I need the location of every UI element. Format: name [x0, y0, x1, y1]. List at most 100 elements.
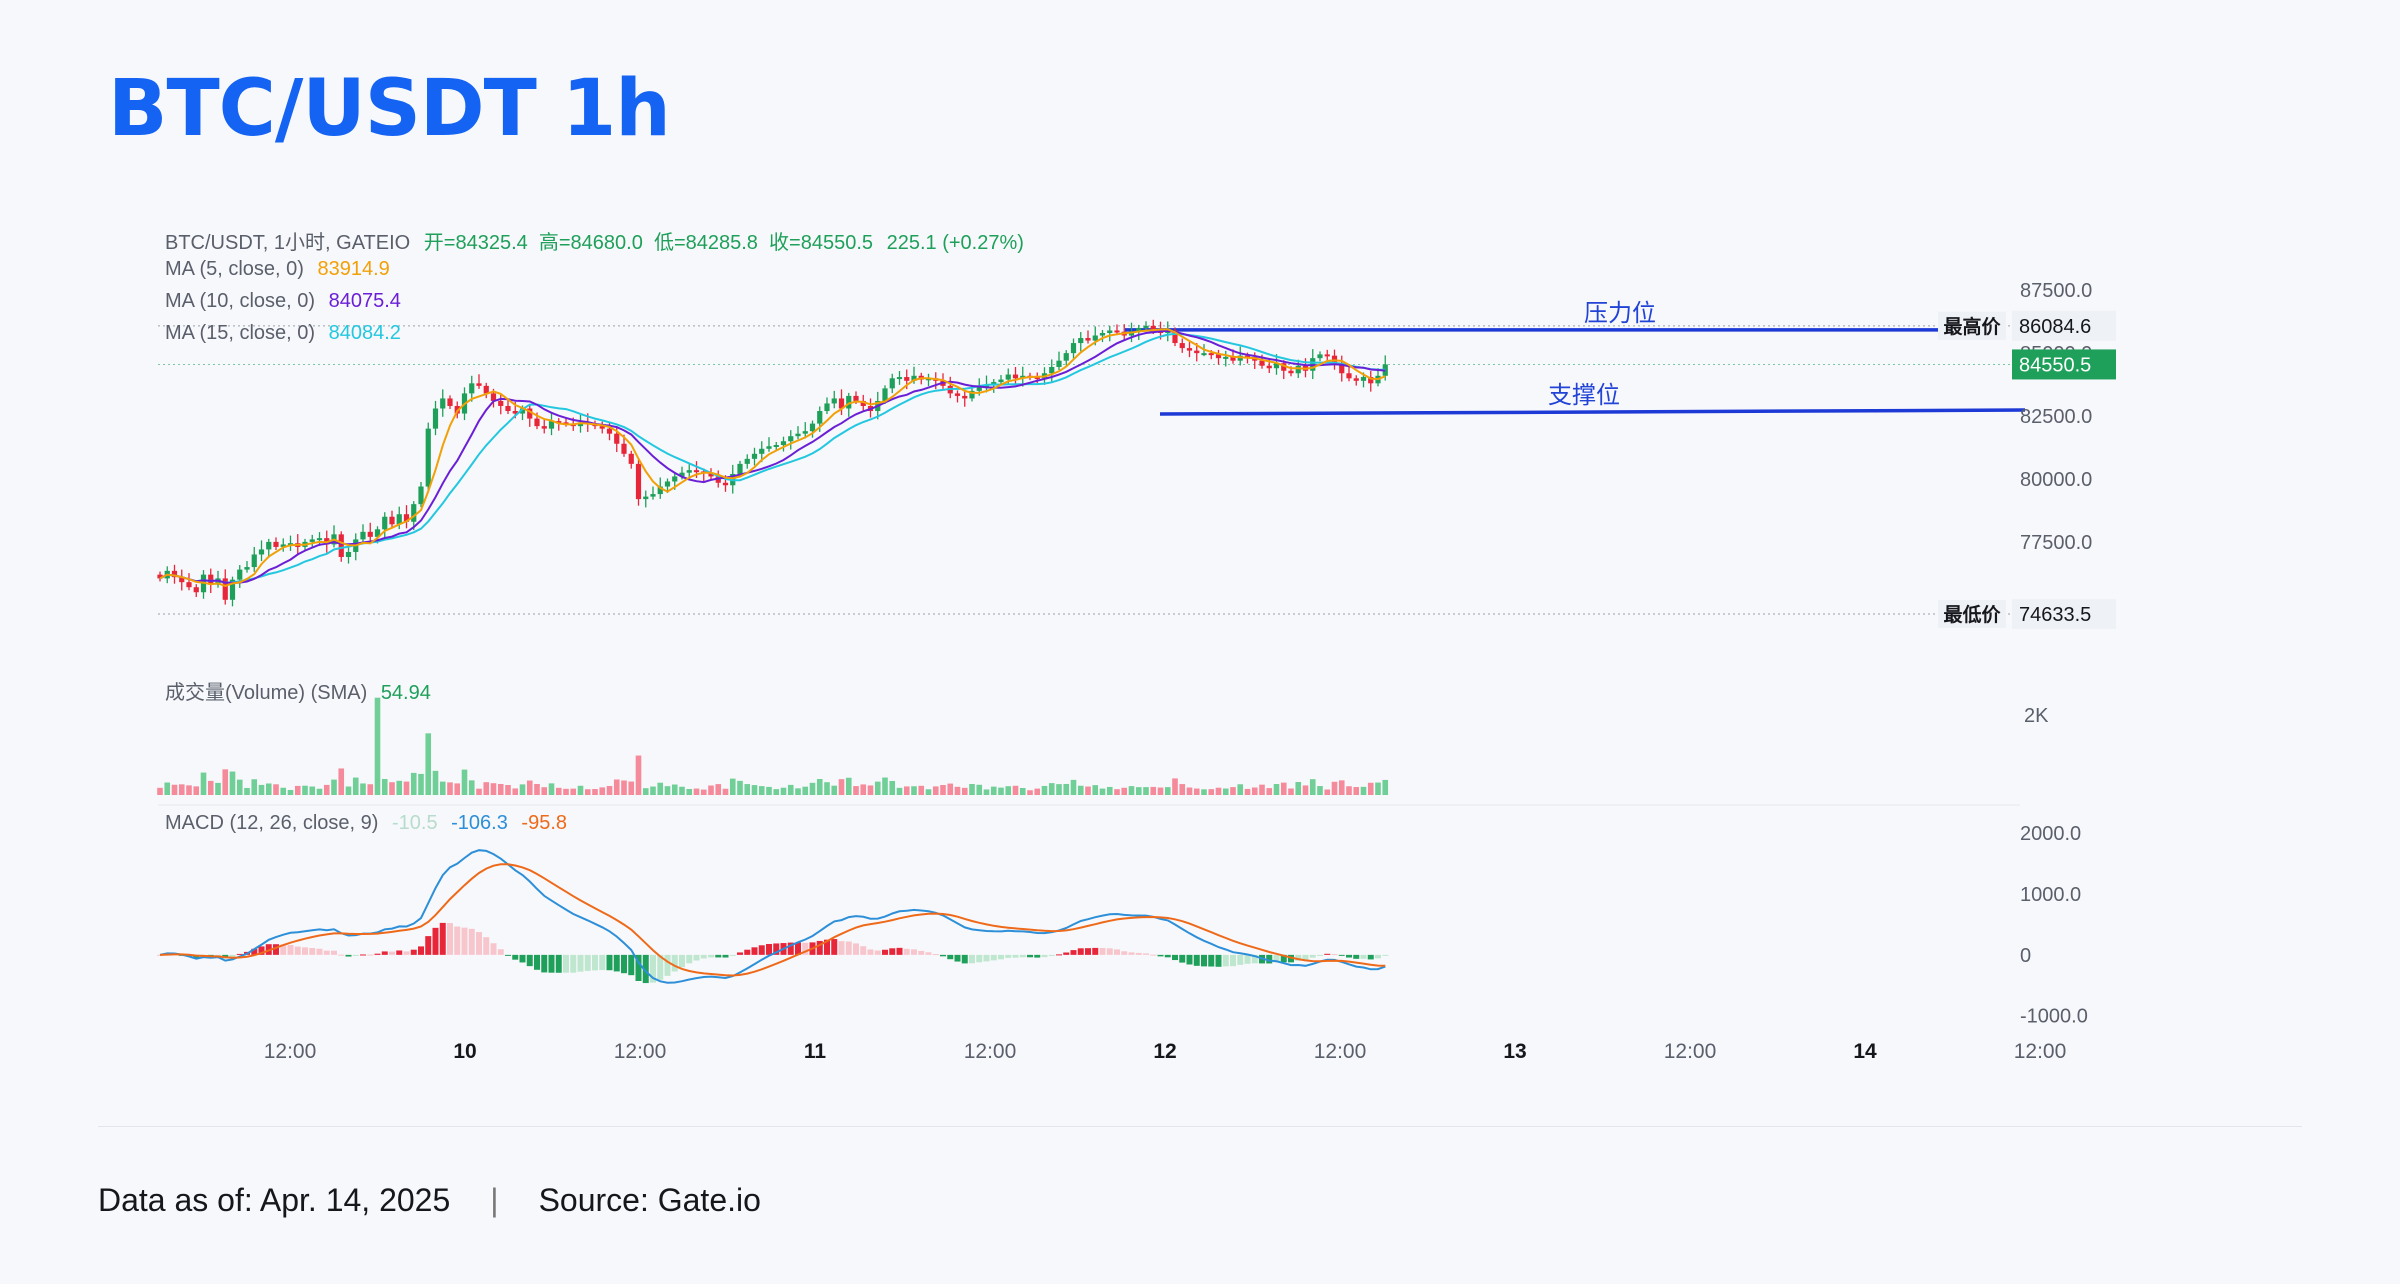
volume-bar — [729, 778, 736, 795]
candles — [157, 319, 1388, 607]
volume-bar — [1346, 786, 1352, 795]
macd-histogram-bar — [338, 954, 345, 956]
volume-bar — [671, 784, 678, 795]
macd-histogram-bar — [1005, 954, 1012, 958]
candle-down — [1353, 378, 1359, 381]
volume-bar — [316, 788, 323, 795]
macd-histogram-bar — [1208, 954, 1215, 967]
volume-bars — [157, 697, 1389, 795]
volume-bar — [758, 786, 765, 795]
candle-up — [519, 408, 526, 414]
candle-up — [432, 408, 439, 429]
macd-histogram-bar — [918, 950, 925, 955]
ma15-label: MA (15, close, 0) — [165, 322, 316, 344]
macd-histogram-bar — [940, 954, 946, 957]
volume-bar — [345, 786, 352, 795]
price-tick-label: 82500.0 — [2020, 406, 2092, 428]
volume-bar — [1288, 788, 1294, 795]
volume-bar — [1230, 787, 1236, 795]
volume-bar — [505, 785, 511, 795]
ma10-label: MA (10, close, 0) — [165, 290, 316, 312]
candle-up — [548, 421, 555, 429]
candle-up — [1273, 363, 1280, 369]
volume-bar — [693, 788, 700, 795]
candle-up — [1107, 330, 1113, 333]
candle-down — [722, 482, 729, 486]
candle-up — [817, 411, 823, 424]
volume-bar — [548, 783, 555, 795]
macd-histogram-bar — [954, 954, 961, 962]
macd-tick-label: 0 — [2020, 945, 2031, 967]
candle-up — [309, 539, 315, 542]
volume-bar — [1179, 784, 1186, 795]
macd-histogram-bar — [541, 954, 548, 973]
candle-down — [512, 411, 518, 414]
macd-histogram-bar — [229, 954, 236, 957]
macd-histogram-bar — [577, 954, 584, 972]
volume-bar — [925, 789, 932, 795]
candle-down — [447, 398, 453, 406]
candle-up — [1295, 365, 1301, 374]
macd-histogram-bar — [316, 948, 323, 955]
candle-down — [527, 408, 533, 419]
candle-up — [911, 375, 917, 381]
support-label: 支撑位 — [1548, 381, 1620, 409]
macd-histogram-bar — [258, 946, 265, 955]
macd-histogram-bar — [969, 954, 975, 964]
macd-histogram-bar — [867, 949, 874, 955]
volume-bar — [476, 788, 482, 795]
time-tick-label: 12:00 — [1314, 1040, 1367, 1063]
macd-histogram-bar — [476, 932, 482, 955]
volume-bar — [1208, 789, 1215, 795]
macd-histogram-bar — [1128, 952, 1135, 955]
candle-down — [273, 541, 279, 547]
volume-bar — [331, 779, 337, 795]
candle-down — [179, 577, 185, 583]
candle-down — [1208, 353, 1214, 356]
macd-histogram-bar — [838, 941, 845, 955]
volume-bar — [1150, 786, 1157, 795]
candle-down — [621, 443, 627, 454]
volume-bar — [751, 785, 758, 795]
volume-bar — [287, 789, 294, 795]
candle-down — [1266, 365, 1272, 369]
candle-down — [483, 385, 489, 394]
macd-histogram-bar — [1230, 954, 1236, 967]
volume-bar — [410, 772, 417, 795]
candle-down — [186, 582, 192, 588]
macd-histogram-bar — [998, 954, 1004, 960]
time-tick-label: 14 — [1853, 1040, 1877, 1063]
volume-bar — [1266, 788, 1273, 795]
candle-up — [1128, 331, 1135, 336]
candle-up — [780, 441, 787, 445]
macd-histogram-bar — [309, 948, 316, 955]
volume-bar — [795, 788, 801, 795]
volume-bar — [461, 769, 468, 795]
low-price-label-box — [1938, 600, 2006, 629]
candle-down — [1230, 356, 1236, 361]
macd-histogram-bar — [831, 939, 838, 955]
macd-histogram-bar — [1041, 954, 1048, 958]
volume-bar — [1143, 787, 1149, 795]
volume-bar — [853, 786, 859, 795]
macd-histogram-bar — [1172, 954, 1178, 961]
volume-bar — [367, 784, 374, 795]
candle-up — [788, 436, 794, 442]
macd-histogram-bar — [1121, 951, 1128, 955]
volume-bar — [302, 785, 308, 795]
macd-histogram-bar — [903, 948, 910, 955]
macd-histogram-bar — [490, 943, 497, 955]
volume-bar — [686, 788, 693, 795]
macd-histogram-bar — [722, 954, 729, 958]
macd-histogram-bar — [650, 954, 656, 983]
volume-bar — [381, 778, 388, 795]
volume-bar — [265, 783, 272, 795]
volume-bar — [178, 784, 185, 795]
macd-tick-label: 1000.0 — [2020, 884, 2081, 906]
volume-bar — [273, 784, 279, 795]
macd-histogram-bar — [512, 954, 519, 960]
macd-histogram-bar — [1309, 954, 1316, 958]
macd-histogram-bar — [534, 954, 540, 970]
